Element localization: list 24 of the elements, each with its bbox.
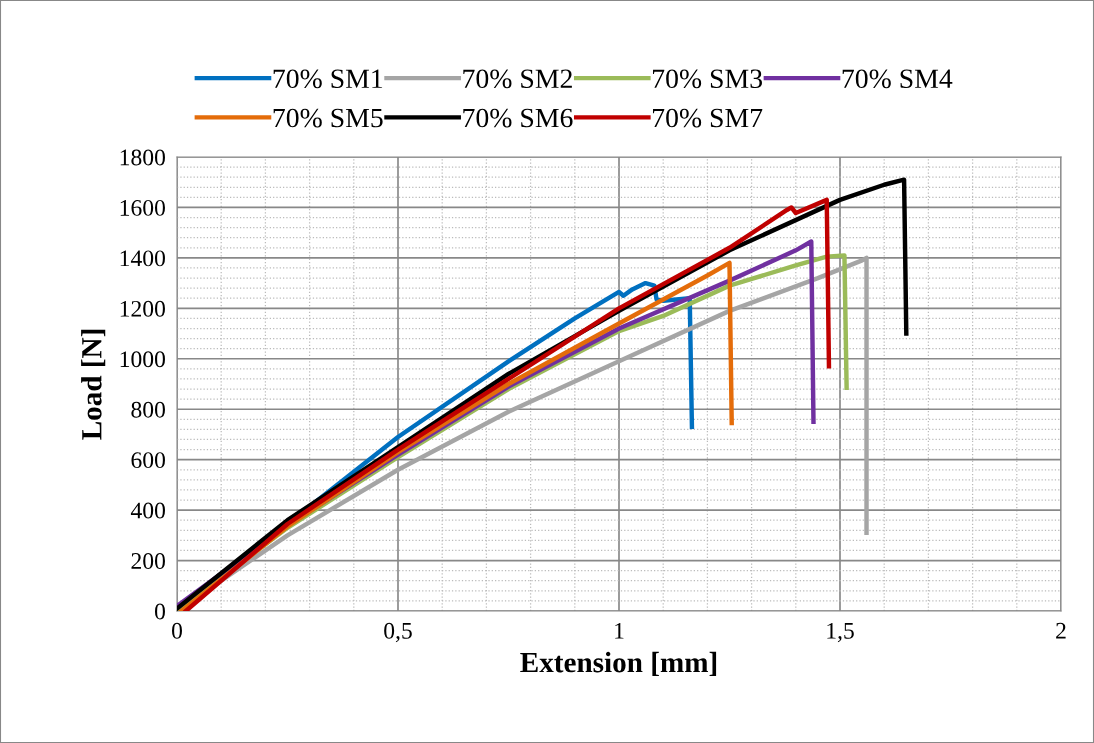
x-axis-title: Extension [mm] [520, 651, 717, 676]
x-tick-label: 0 [172, 622, 182, 639]
x-tick-label: 2 [1056, 622, 1066, 639]
legend-label: 70% SM5 [273, 108, 383, 128]
x-tick-label: 0,5 [384, 622, 412, 643]
y-tick-label: 800 [131, 401, 165, 418]
y-axis-title: Load [N] [81, 329, 106, 440]
y-tick-label: 1400 [120, 250, 165, 267]
legend-label: 70% SM3 [653, 69, 762, 89]
y-tick-label: 1000 [120, 351, 165, 368]
legend-label: 70% SM6 [463, 108, 573, 128]
legend-label: 70% SM4 [842, 69, 953, 89]
legend-label: 70% SM1 [273, 69, 383, 89]
y-tick-label: 1600 [120, 199, 165, 216]
y-tick-label: 400 [130, 502, 165, 519]
y-tick-label: 600 [131, 452, 165, 469]
x-tick-label: 1 [615, 622, 624, 639]
y-tick-label: 200 [131, 553, 165, 569]
y-tick-label: 1200 [120, 300, 165, 317]
legend-label: 70% SM2 [463, 69, 572, 89]
legend-label: 70% SM7 [653, 108, 763, 128]
y-tick-label: 0 [154, 603, 165, 620]
y-tick-label: 1800 [120, 149, 165, 166]
x-tick-label: 1,5 [827, 622, 854, 643]
